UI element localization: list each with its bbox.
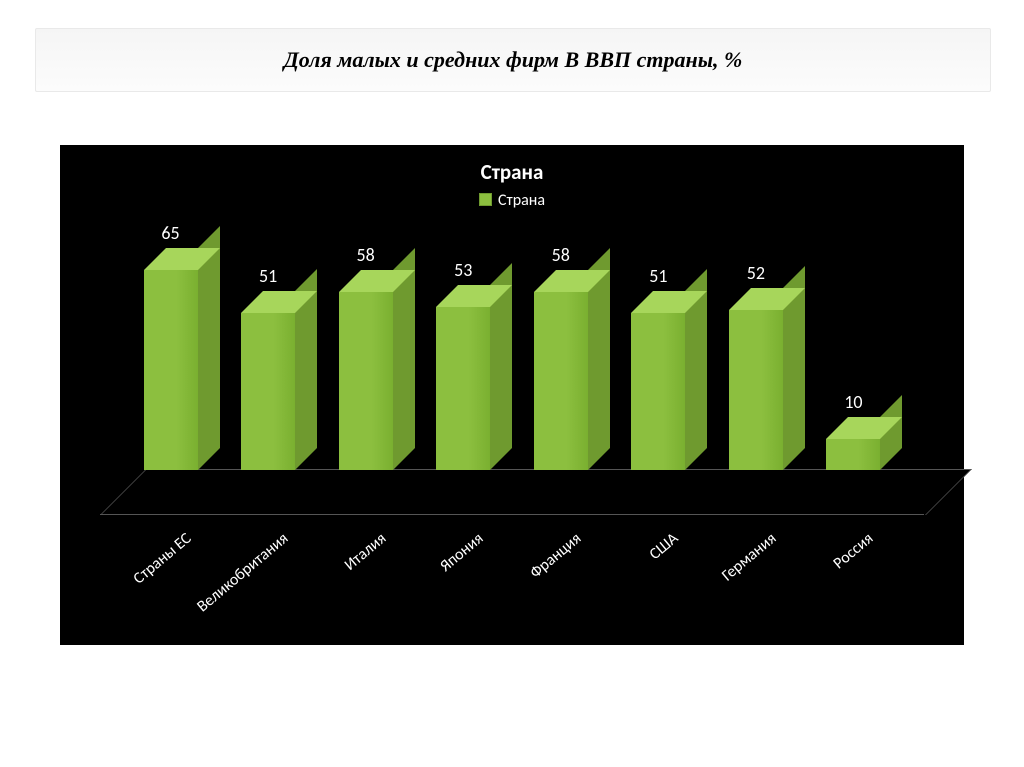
bar-3: 53: [436, 307, 490, 470]
bar-value-0: 65: [144, 222, 198, 244]
chart-frame: Страна Страна 65 51 58 53 58 51 52 10 Страны ЕС…: [60, 145, 964, 645]
bar-5: 51: [631, 313, 685, 470]
plot-area: 65 51 58 53 58 51 52 10: [100, 225, 924, 515]
bar-value-7: 10: [826, 391, 880, 413]
chart-floor: [100, 470, 924, 515]
bar-value-6: 52: [729, 262, 783, 284]
bar-value-4: 58: [534, 244, 588, 266]
bar-value-1: 51: [241, 265, 295, 287]
bar-2: 58: [339, 292, 393, 470]
x-axis-labels: Страны ЕСВеликобританияИталияЯпонияФранц…: [100, 521, 924, 641]
bar-0: 65: [144, 270, 198, 470]
bar-value-5: 51: [631, 265, 685, 287]
legend-label: Страна: [498, 191, 545, 210]
bar-6: 52: [729, 310, 783, 470]
bar-value-2: 58: [339, 244, 393, 266]
bar-4: 58: [534, 292, 588, 470]
chart-title: Страна: [60, 159, 964, 185]
page-title: Доля малых и средних фирм В ВВП страны, …: [284, 47, 743, 73]
bar-7: 10: [826, 439, 880, 470]
bar-value-3: 53: [436, 259, 490, 281]
legend-swatch: [479, 193, 492, 206]
title-panel: Доля малых и средних фирм В ВВП страны, …: [35, 28, 991, 92]
bar-1: 51: [241, 313, 295, 470]
legend: Страна: [60, 191, 964, 210]
